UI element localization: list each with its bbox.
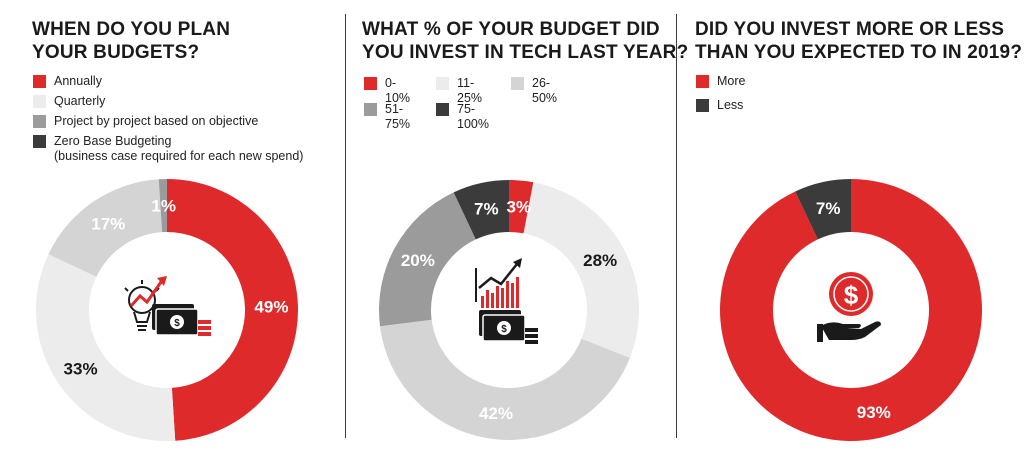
data-label: 1% — [151, 197, 176, 216]
legend-label: 0-10% — [385, 76, 411, 105]
dollar-coin-hand-icon: $ — [817, 272, 881, 342]
legend-swatch — [33, 75, 46, 88]
data-label: 17% — [91, 215, 125, 234]
legend-swatch — [364, 103, 377, 116]
legend-swatch — [33, 135, 46, 148]
legend-swatch — [511, 77, 524, 90]
legend-swatch — [364, 77, 377, 90]
donut-slice — [720, 179, 982, 441]
legend-swatch — [696, 99, 709, 112]
chart-title: WHEN DO YOU PLAN YOUR BUDGETS? — [32, 18, 230, 64]
legend-label: 26-50% — [532, 76, 558, 105]
legend-item-less: Less — [696, 98, 745, 113]
legend: Annually Quarterly Project by project ba… — [33, 74, 303, 164]
chart-title-line: YOUR BUDGETS? — [32, 42, 200, 63]
donut-chart: 49% 33% 17% 1% $ — [35, 179, 299, 441]
legend-item-more: More — [696, 74, 745, 89]
legend-swatch — [436, 77, 449, 90]
chart-title: DID YOU INVEST MORE OR LESS THAN YOU EXP… — [695, 18, 1022, 64]
donut-slice — [509, 180, 534, 234]
legend: More Less — [696, 74, 745, 113]
panel-divider — [676, 14, 677, 438]
legend-item-project-by-project: Project by project based on objective — [33, 114, 303, 129]
svg-text:$: $ — [174, 318, 180, 329]
bar-chart-money-icon: $ — [475, 258, 538, 344]
legend-label: Project by project based on objective — [54, 114, 259, 128]
data-label: 49% — [254, 298, 288, 317]
legend-item-0-10: 0-10% — [364, 76, 410, 106]
lightbulb-growth-money-icon: $ — [124, 276, 211, 336]
legend-label: 51-75% — [385, 102, 411, 131]
legend-swatch — [696, 75, 709, 88]
legend-item-51-75: 51-75% — [364, 102, 410, 132]
legend-label: Zero Base Budgeting — [54, 134, 172, 148]
donut-slice — [167, 179, 299, 441]
legend-item-26-50: 26-50% — [511, 76, 557, 106]
data-label: 28% — [583, 251, 617, 270]
legend-swatch — [33, 115, 46, 128]
donut-slice — [523, 182, 639, 358]
donut-slice — [35, 254, 176, 441]
data-label: 7% — [474, 200, 499, 219]
donut-chart: 93% 7% $ — [720, 179, 982, 441]
donut-slice — [795, 179, 851, 240]
chart-title-line: WHAT % OF YOUR BUDGET DID — [362, 19, 660, 40]
legend-label: 11-25% — [457, 76, 483, 105]
panel-divider — [345, 14, 346, 438]
donut-slice — [158, 179, 167, 233]
data-label: 3% — [506, 197, 531, 216]
legend-item-quarterly: Quarterly — [33, 94, 303, 109]
legend-label: Less — [717, 98, 744, 112]
chart-title-line: THAN YOU EXPECTED TO IN 2019? — [695, 42, 1023, 63]
legend-swatch — [436, 103, 449, 116]
data-label: 7% — [816, 199, 841, 218]
svg-text:$: $ — [501, 324, 507, 335]
legend-item-zero-base: Zero Base Budgeting (business case requi… — [33, 134, 303, 164]
chart-title-line: YOU INVEST IN TECH LAST YEAR? — [362, 42, 689, 63]
legend-label: Annually — [54, 74, 102, 88]
legend-label: More — [717, 74, 746, 88]
chart-title-line: DID YOU INVEST MORE OR LESS — [695, 19, 1005, 40]
legend-label-note: (business case required for each new spe… — [54, 149, 304, 163]
svg-text:$: $ — [844, 280, 859, 310]
legend-item-75-100: 75-100% — [436, 102, 489, 132]
donut-slice — [453, 180, 509, 240]
legend-swatch — [33, 95, 46, 108]
panel-budget-planning: WHEN DO YOU PLAN YOUR BUDGETS? Annually … — [0, 0, 345, 465]
legend-item-annually: Annually — [33, 74, 303, 89]
data-label: 93% — [857, 403, 891, 422]
donut-slice — [380, 319, 630, 440]
donut-slice — [48, 179, 163, 277]
donut-chart: 3% 28% 42% 20% 7% $ — [379, 180, 639, 440]
data-label: 33% — [64, 360, 98, 379]
legend-item-11-25: 11-25% — [436, 76, 482, 106]
chart-title-line: WHEN DO YOU PLAN — [32, 19, 231, 40]
data-label: 42% — [479, 404, 513, 423]
data-label: 20% — [401, 251, 435, 270]
chart-title: WHAT % OF YOUR BUDGET DID YOU INVEST IN … — [362, 18, 688, 64]
panel-investment-vs-expected: DID YOU INVEST MORE OR LESS THAN YOU EXP… — [677, 0, 1024, 465]
panel-tech-investment: WHAT % OF YOUR BUDGET DID YOU INVEST IN … — [346, 0, 688, 465]
legend-label: Quarterly — [54, 94, 106, 108]
donut-slice — [379, 192, 476, 327]
legend-label: 75-100% — [457, 102, 489, 131]
